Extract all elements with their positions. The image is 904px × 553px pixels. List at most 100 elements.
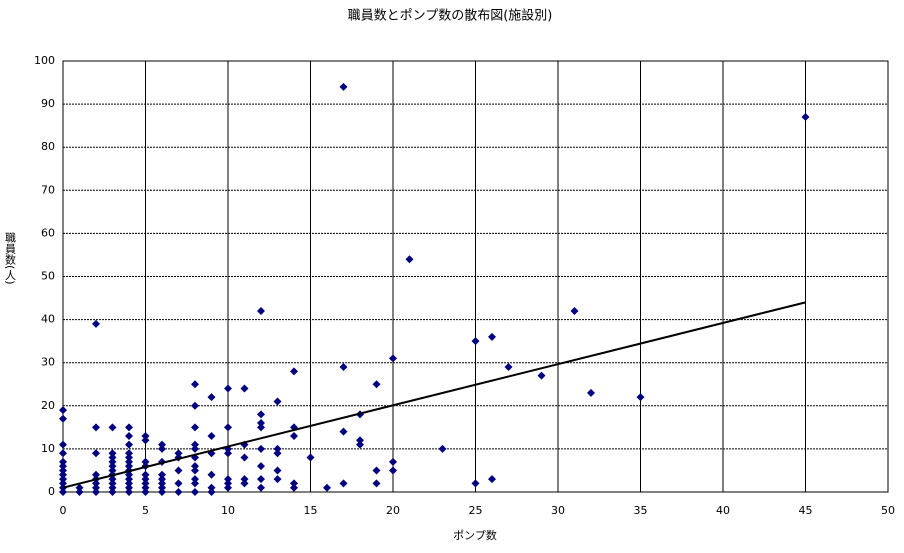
data-point (125, 449, 133, 458)
data-point (59, 479, 67, 488)
data-point (389, 466, 397, 475)
data-point (488, 475, 496, 484)
y-tick-label: 50 (41, 270, 55, 283)
data-point (405, 255, 414, 264)
x-tick-label: 20 (386, 504, 400, 517)
data-point (191, 466, 199, 475)
y-tick-label: 20 (41, 399, 55, 412)
data-point (801, 113, 810, 122)
data-point (174, 466, 183, 475)
data-point (191, 423, 199, 432)
data-point (636, 393, 645, 402)
data-point (191, 488, 199, 496)
data-point (389, 354, 397, 363)
data-point (125, 483, 133, 492)
x-tick-label: 40 (716, 504, 730, 517)
data-point (92, 449, 100, 458)
data-point (372, 380, 381, 389)
x-tick-label: 50 (881, 504, 895, 517)
x-tick-label: 25 (469, 504, 483, 517)
data-point (92, 483, 100, 492)
data-point (471, 479, 480, 488)
data-point (141, 479, 150, 488)
data-point (158, 479, 166, 488)
data-point (339, 427, 348, 436)
data-point (191, 479, 199, 488)
data-point (273, 444, 282, 453)
data-point (125, 488, 133, 496)
data-point (306, 453, 315, 462)
data-point (141, 475, 150, 484)
data-point (59, 449, 67, 458)
data-point (174, 479, 183, 488)
data-point (191, 444, 199, 453)
data-point (59, 466, 67, 475)
data-point (257, 475, 265, 484)
data-point (372, 466, 381, 475)
data-point (273, 475, 282, 484)
data-point (108, 457, 117, 466)
data-point (257, 462, 265, 471)
data-point (59, 462, 67, 471)
data-point (108, 462, 117, 471)
data-point (339, 479, 348, 488)
data-point (59, 406, 67, 415)
data-point (108, 423, 117, 432)
data-point (125, 431, 133, 440)
data-point (504, 363, 513, 372)
data-point (158, 483, 166, 492)
data-point (207, 470, 216, 479)
data-point (207, 393, 216, 402)
data-point (59, 414, 67, 423)
data-point (191, 440, 199, 449)
y-tick-label: 40 (41, 313, 55, 326)
data-point (224, 475, 232, 484)
data-point (356, 440, 364, 449)
data-point (92, 319, 100, 328)
data-point (207, 431, 216, 440)
data-point (59, 470, 67, 479)
data-point (92, 470, 100, 479)
data-point (174, 449, 183, 458)
data-point (207, 488, 216, 496)
data-point (273, 397, 282, 406)
y-tick-label: 60 (41, 226, 55, 239)
data-point (174, 488, 183, 496)
data-point (92, 488, 100, 496)
data-point (141, 431, 150, 440)
data-point (158, 470, 166, 479)
data-point (141, 470, 150, 479)
data-point (191, 475, 199, 484)
data-point (59, 457, 67, 466)
x-tick-label: 10 (221, 504, 235, 517)
data-point (59, 488, 67, 496)
data-point (158, 475, 166, 484)
x-tick-label: 45 (799, 504, 813, 517)
data-point (75, 483, 84, 492)
x-tick-label: 35 (634, 504, 648, 517)
data-point (356, 436, 364, 445)
y-tick-label: 0 (48, 485, 55, 498)
data-point (207, 483, 216, 492)
y-tick-label: 30 (41, 356, 55, 369)
data-point (158, 444, 166, 453)
data-point (108, 479, 117, 488)
data-point (224, 479, 232, 488)
data-point (125, 453, 133, 462)
data-point (290, 431, 298, 440)
data-point (587, 388, 595, 397)
data-point (125, 479, 133, 488)
chart-title: 職員数とポンプ数の散布図(施設別) (348, 8, 553, 24)
data-point (290, 367, 298, 376)
data-point (141, 483, 150, 492)
data-point (339, 363, 348, 372)
y-axis-label: 職員数(人) (4, 232, 17, 285)
data-point (257, 483, 265, 492)
data-point (224, 483, 232, 492)
data-point (273, 449, 282, 458)
data-point (191, 462, 199, 471)
y-tick-label: 80 (41, 140, 55, 153)
data-point (125, 475, 133, 484)
data-point (257, 419, 265, 428)
